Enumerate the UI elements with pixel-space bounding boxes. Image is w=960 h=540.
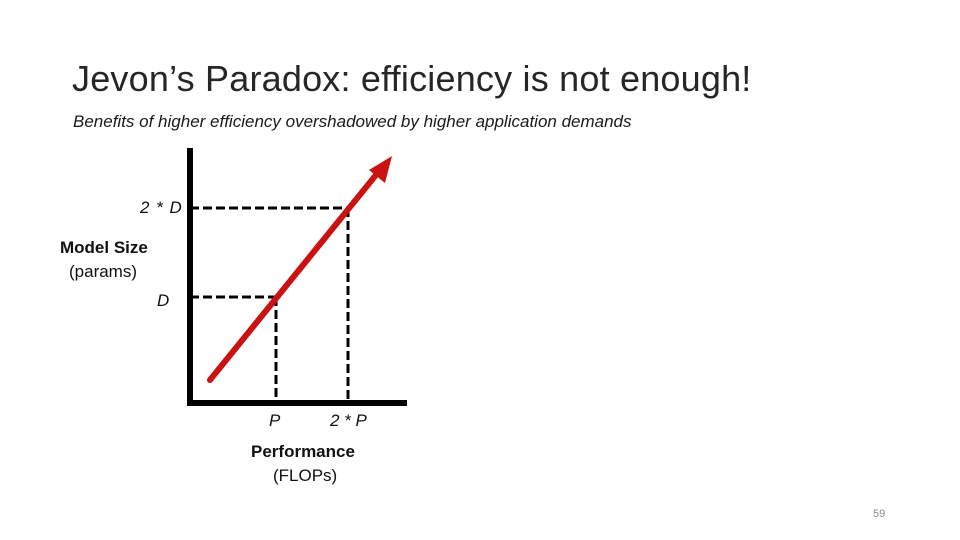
growth-arrow-head <box>369 156 392 183</box>
slide-title: Jevon’s Paradox: efficiency is not enoug… <box>72 58 752 99</box>
y-tick-d: D <box>157 291 170 310</box>
slide-subtitle: Benefits of higher efficiency overshadow… <box>73 112 632 131</box>
y-axis-label: Model Size <box>60 238 148 257</box>
x-axis-label: Performance <box>251 442 355 461</box>
y-axis-unit: (params) <box>69 262 138 281</box>
y-tick-2d: 2 * D <box>140 198 182 217</box>
page-number: 59 <box>873 508 886 520</box>
x-axis-unit: (FLOPs) <box>273 466 338 485</box>
x-tick-p: P <box>269 411 281 430</box>
growth-arrow-line <box>207 167 383 383</box>
x-tick-2p: 2 * P <box>330 411 367 430</box>
